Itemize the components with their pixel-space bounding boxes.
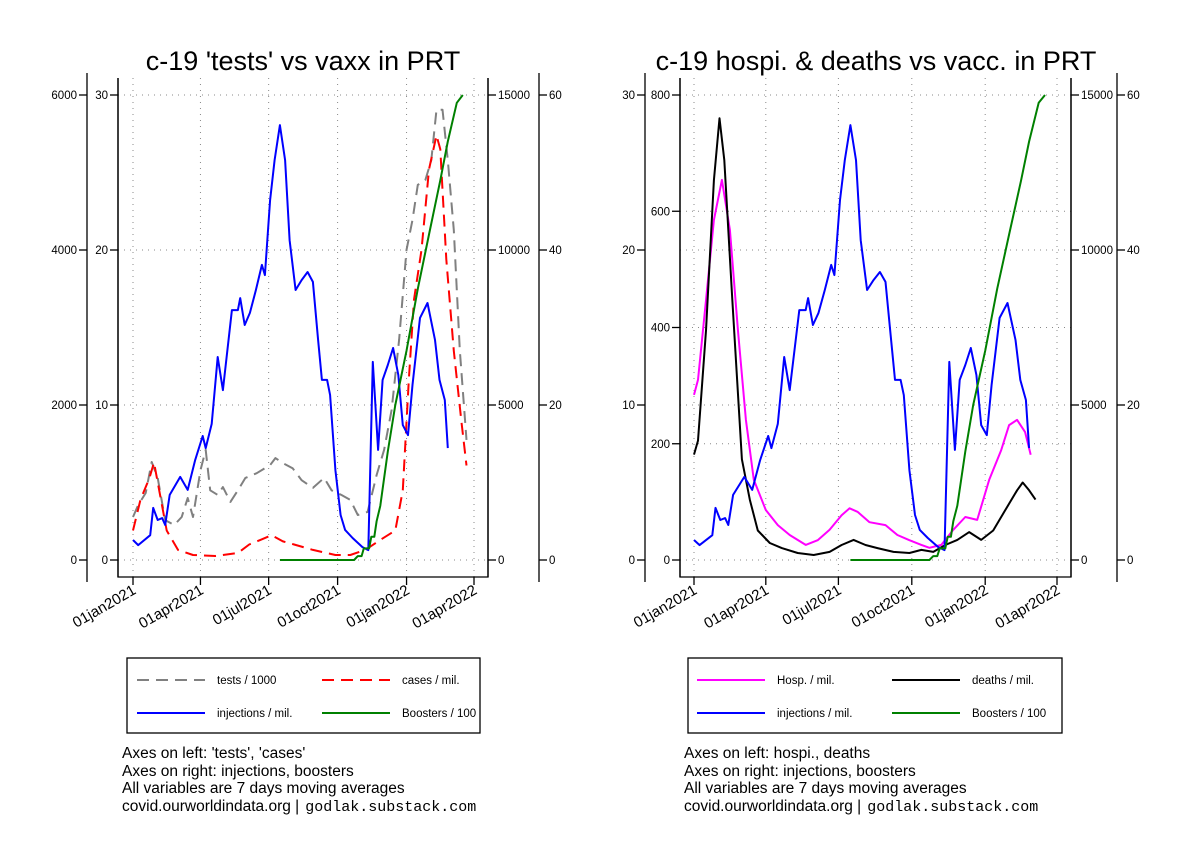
x-tick-label: 01apr2021	[701, 582, 772, 633]
y-tick-label: 400	[651, 323, 670, 335]
legend-label: injections / mil.	[777, 708, 852, 720]
x-tick-label: 01oct2021	[274, 582, 343, 632]
legend-label: cases / mil.	[402, 675, 460, 687]
y-tick-label: 20	[1127, 400, 1140, 412]
y-tick-label: 15000	[498, 90, 530, 102]
y-tick-label: 0	[71, 555, 77, 567]
y-tick-label: 2000	[51, 400, 77, 412]
y-tick-label: 200	[651, 439, 670, 451]
y-tick-label: 10	[622, 400, 635, 412]
x-tick-label: 01oct2021	[849, 582, 918, 632]
y-tick-label: 20	[622, 245, 635, 257]
x-tick-label: 01jul2021	[780, 582, 845, 629]
x-tick-label: 01apr2021	[136, 582, 207, 633]
y-tick-label: 20	[95, 245, 108, 257]
series-line-deaths	[693, 117, 1037, 556]
x-tick-label: 01jan2022	[922, 582, 991, 632]
footnote-line: Axes on right: injections, boosters	[684, 762, 916, 780]
footnote-line: Axes on right: injections, boosters	[122, 762, 354, 780]
source-text: covid.ourworldindata.org |	[122, 797, 300, 815]
footnote-left: Axes on left: 'tests', 'cases' Axes on r…	[122, 745, 476, 816]
series-line-injections	[132, 124, 449, 552]
footnote-source-line: covid.ourworldindata.org | godlak.substac…	[122, 798, 476, 817]
y-tick-label: 20	[549, 400, 562, 412]
y-tick-label: 0	[1127, 555, 1133, 567]
legend-label: Hosp. / mil.	[777, 675, 835, 687]
chart-title: c-19 hospi. & deaths vs vacc. in PRT	[656, 46, 1097, 76]
footnote-line: All variables are 7 days moving averages	[684, 780, 967, 797]
y-tick-label: 5000	[498, 400, 524, 412]
x-tick-label: 01jan2021	[631, 582, 700, 632]
x-tick-label: 01jul2021	[210, 582, 275, 629]
footnote-right: Axes on left: hospi., deaths Axes on rig…	[684, 745, 1038, 816]
y-tick-label: 5000	[1081, 400, 1107, 412]
series-group	[693, 94, 1046, 561]
y-tick-label: 6000	[51, 90, 77, 102]
chart-tests-vs-vaxx: c-19 'tests' vs vaxx in PRT 01jan202101a…	[51, 46, 562, 734]
footnote-line: Axes on left: 'tests', 'cases'	[122, 745, 306, 762]
y-tick-label: 0	[549, 555, 555, 567]
x-tick-label: 01jan2022	[343, 582, 412, 632]
series-group	[132, 94, 468, 561]
y-tick-label: 0	[498, 555, 504, 567]
chart-title: c-19 'tests' vs vaxx in PRT	[146, 46, 460, 76]
source-text: covid.ourworldindata.org |	[684, 797, 862, 815]
chart-hospi-deaths-vs-vacc: c-19 hospi. & deaths vs vacc. in PRT 01j…	[622, 46, 1140, 734]
series-line-boosters	[850, 94, 1046, 561]
y-tick-label: 40	[1127, 245, 1140, 257]
x-tick-label: 01apr2022	[992, 582, 1063, 633]
series-line-boosters	[279, 94, 464, 561]
y-tick-label: 800	[651, 90, 670, 102]
x-tick-label: 01jan2021	[70, 582, 139, 632]
y-tick-label: 4000	[51, 245, 77, 257]
y-tick-label: 0	[1081, 555, 1087, 567]
legend-label: Boosters / 100	[972, 708, 1046, 720]
y-tick-label: 60	[1127, 90, 1140, 102]
legend-label: tests / 1000	[217, 675, 276, 687]
legend: Hosp. / mil. deaths / mil. injections / mi…	[687, 657, 1063, 734]
series-line-hosp	[693, 178, 1032, 549]
y-tick-label: 15000	[1081, 90, 1113, 102]
legend-box	[126, 657, 481, 734]
footnote-line: All variables are 7 days moving averages	[122, 780, 405, 797]
y-tick-label: 10	[95, 400, 108, 412]
x-tick-label: 01apr2022	[409, 582, 480, 633]
y-tick-label: 30	[622, 90, 635, 102]
footnote-source-line: covid.ourworldindata.org | godlak.substac…	[684, 798, 1038, 817]
y-tick-label: 0	[629, 555, 635, 567]
legend: tests / 1000 cases / mil. injections / mil…	[126, 657, 481, 734]
legend-box	[687, 657, 1063, 734]
legend-label: Boosters / 100	[402, 708, 476, 720]
footnote-line: Axes on left: hospi., deaths	[684, 745, 871, 762]
y-tick-label: 0	[102, 555, 108, 567]
site-link[interactable]: godlak.substack.com	[305, 798, 477, 816]
series-line-cases	[132, 134, 468, 557]
y-tick-label: 600	[651, 206, 670, 218]
series-line-tests	[132, 108, 468, 527]
site-link[interactable]: godlak.substack.com	[867, 798, 1039, 816]
y-tick-label: 0	[664, 555, 670, 567]
legend-label: injections / mil.	[217, 708, 292, 720]
y-tick-label: 10000	[498, 245, 530, 257]
y-tick-label: 30	[95, 90, 108, 102]
series-line-injections	[693, 124, 1031, 552]
y-tick-label: 60	[549, 90, 562, 102]
legend-label: deaths / mil.	[972, 675, 1034, 687]
y-tick-label: 10000	[1081, 245, 1113, 257]
y-tick-label: 40	[549, 245, 562, 257]
